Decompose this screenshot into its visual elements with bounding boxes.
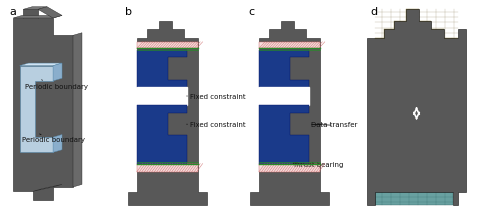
Bar xyxy=(137,42,198,48)
Polygon shape xyxy=(13,15,62,18)
Text: b: b xyxy=(126,7,132,17)
Polygon shape xyxy=(374,9,458,113)
Polygon shape xyxy=(250,21,329,205)
Polygon shape xyxy=(53,63,62,81)
Polygon shape xyxy=(128,21,206,205)
Polygon shape xyxy=(33,184,62,191)
Text: Thrust bearing: Thrust bearing xyxy=(292,162,344,168)
Polygon shape xyxy=(367,9,466,205)
Polygon shape xyxy=(73,33,82,187)
Text: Fixed constraint: Fixed constraint xyxy=(186,122,246,128)
Text: Fixed constraint: Fixed constraint xyxy=(186,94,246,100)
Polygon shape xyxy=(137,105,186,164)
Polygon shape xyxy=(38,7,62,18)
Polygon shape xyxy=(259,105,309,164)
Bar xyxy=(137,164,198,172)
Polygon shape xyxy=(23,7,47,9)
Polygon shape xyxy=(20,66,53,152)
Bar xyxy=(374,113,458,192)
Polygon shape xyxy=(137,50,186,87)
Text: d: d xyxy=(370,7,378,17)
Bar xyxy=(259,87,309,105)
Text: a: a xyxy=(10,7,16,17)
Bar xyxy=(374,37,458,113)
Text: c: c xyxy=(248,7,254,17)
Bar xyxy=(259,42,320,48)
Text: Periodic boundary: Periodic boundary xyxy=(24,80,88,90)
Polygon shape xyxy=(374,113,458,205)
Polygon shape xyxy=(20,63,62,66)
Text: Periodic boundary: Periodic boundary xyxy=(22,134,84,143)
Polygon shape xyxy=(13,9,73,200)
Polygon shape xyxy=(259,50,309,87)
Text: Data transfer: Data transfer xyxy=(311,122,357,128)
Bar xyxy=(137,87,186,105)
Polygon shape xyxy=(53,135,62,152)
Bar xyxy=(259,164,320,172)
